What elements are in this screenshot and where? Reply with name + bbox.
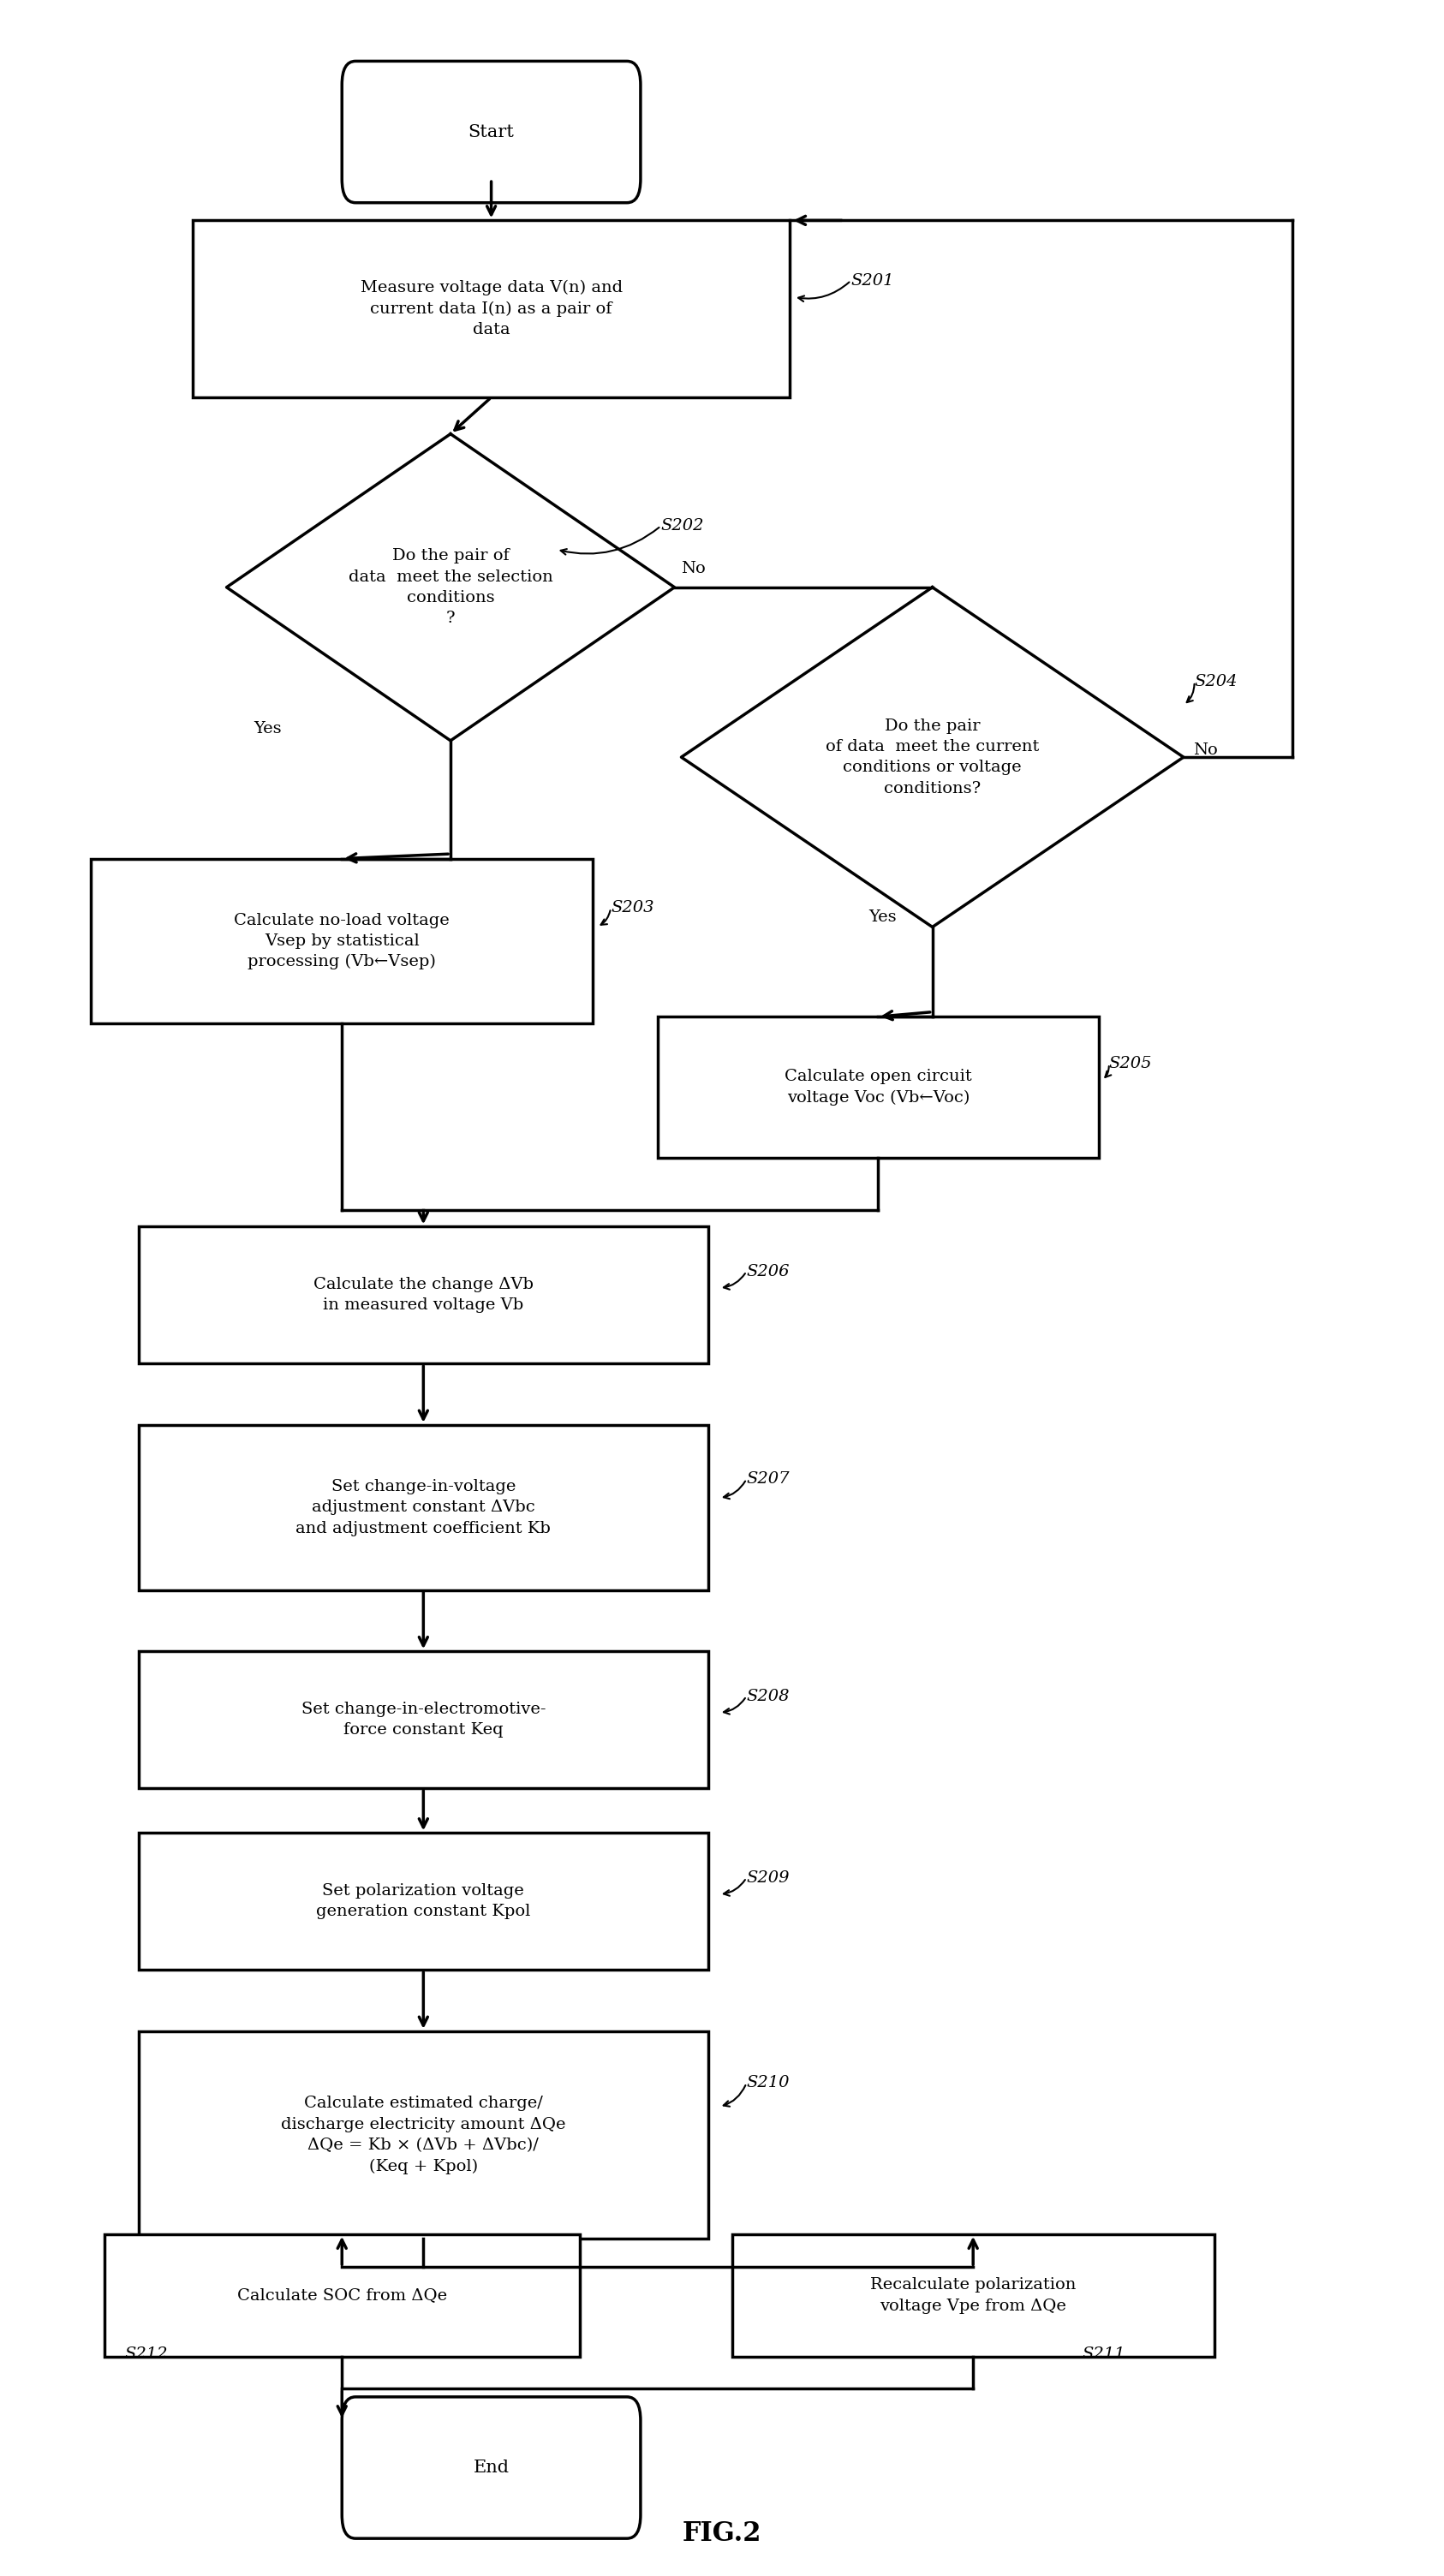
Text: No: No: [682, 562, 706, 577]
Text: Do the pair
of data  meet the current
conditions or voltage
conditions?: Do the pair of data meet the current con…: [826, 719, 1040, 796]
Text: S209: S209: [747, 1870, 790, 1886]
Text: Set polarization voltage
generation constant Kpol: Set polarization voltage generation cons…: [316, 1883, 530, 1919]
Text: S204: S204: [1194, 675, 1238, 690]
Text: Calculate the change ΔVb
in measured voltage Vb: Calculate the change ΔVb in measured vol…: [313, 1278, 533, 1314]
Text: S212: S212: [124, 2347, 168, 2362]
Text: S201: S201: [851, 273, 894, 289]
Text: No: No: [1193, 742, 1217, 757]
Text: S210: S210: [747, 2076, 790, 2092]
Bar: [139, 2032, 709, 2239]
Text: Start: Start: [468, 124, 514, 139]
Text: Do the pair of
data  meet the selection
conditions
?: Do the pair of data meet the selection c…: [348, 549, 553, 626]
Bar: [192, 222, 790, 397]
Text: S203: S203: [611, 902, 654, 917]
Bar: [104, 2233, 579, 2357]
Text: Calculate no-load voltage
Vsep by statistical
processing (Vb←Vsep): Calculate no-load voltage Vsep by statis…: [234, 912, 449, 969]
Text: S207: S207: [747, 1471, 790, 1486]
Text: Set change-in-electromotive-
force constant Keq: Set change-in-electromotive- force const…: [302, 1703, 546, 1739]
Bar: [139, 1425, 709, 1589]
Text: Calculate SOC from ΔQe: Calculate SOC from ΔQe: [237, 2287, 446, 2303]
Bar: [91, 858, 593, 1023]
Text: End: End: [474, 2460, 510, 2476]
Text: FIG.2: FIG.2: [683, 2519, 761, 2548]
Bar: [657, 1018, 1099, 1159]
Text: S205: S205: [1109, 1056, 1152, 1072]
Text: Yes: Yes: [254, 721, 282, 737]
Bar: [732, 2233, 1214, 2357]
Bar: [139, 1226, 709, 1363]
Text: Measure voltage data V(n) and
current data I(n) as a pair of
data: Measure voltage data V(n) and current da…: [360, 281, 622, 337]
Text: Calculate open circuit
voltage Voc (Vb←Voc): Calculate open circuit voltage Voc (Vb←V…: [784, 1069, 972, 1105]
Text: S202: S202: [661, 518, 705, 533]
Text: S206: S206: [747, 1265, 790, 1280]
FancyBboxPatch shape: [342, 2396, 641, 2537]
FancyBboxPatch shape: [342, 62, 641, 204]
Text: S211: S211: [1082, 2347, 1125, 2362]
Text: Recalculate polarization
voltage Vpe from ΔQe: Recalculate polarization voltage Vpe fro…: [871, 2277, 1076, 2313]
Text: Set change-in-voltage
adjustment constant ΔVbc
and adjustment coefficient Kb: Set change-in-voltage adjustment constan…: [296, 1479, 552, 1535]
Text: Yes: Yes: [869, 909, 897, 925]
Text: Calculate estimated charge/
discharge electricity amount ΔQe
ΔQe = Kb × (ΔVb + Δ: Calculate estimated charge/ discharge el…: [282, 2097, 566, 2174]
Text: S208: S208: [747, 1687, 790, 1703]
Bar: [139, 1651, 709, 1788]
Bar: [139, 1834, 709, 1971]
